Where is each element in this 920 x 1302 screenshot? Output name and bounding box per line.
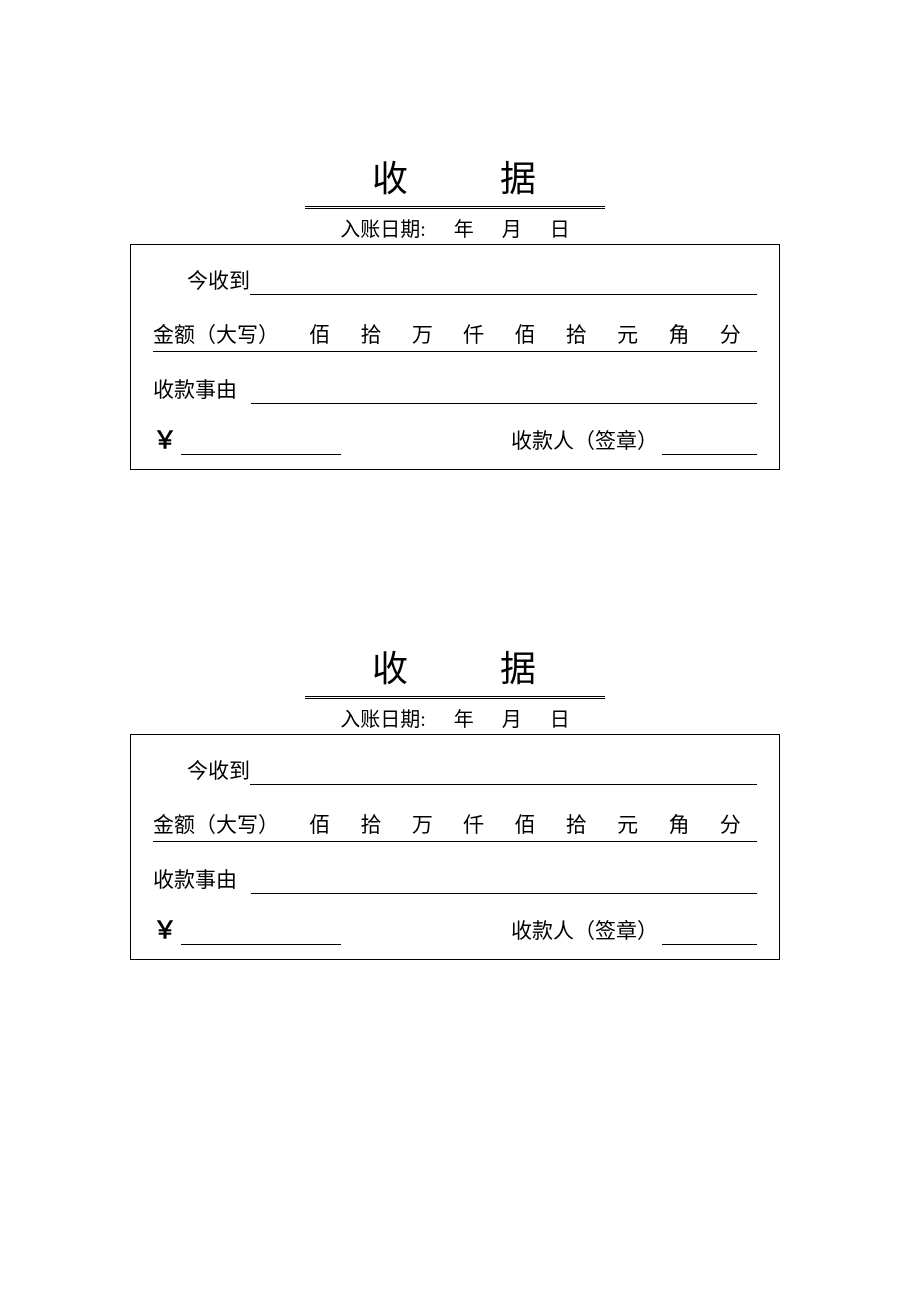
day-label: 日 bbox=[550, 709, 570, 731]
received-from-row: 今收到 bbox=[153, 755, 757, 785]
title-char-2: 据 bbox=[500, 159, 538, 199]
amount-payee-row: ￥ 收款人（签章） bbox=[153, 420, 757, 455]
unit-bai2: 佰 bbox=[500, 809, 551, 839]
receipt-box: 今收到 金额（大写） 佰 拾 万 仟 佰 拾 元 角 分 收款事由 ￥ bbox=[130, 244, 780, 470]
amount-units: 佰 拾 万 仟 佰 拾 元 角 分 bbox=[295, 319, 757, 349]
unit-shi2: 拾 bbox=[552, 809, 603, 839]
receipt-form-2: 收据 入账日期:年月日 今收到 金额（大写） 佰 拾 万 仟 佰 拾 元 角 分… bbox=[130, 640, 780, 960]
title-char-2: 据 bbox=[500, 649, 538, 689]
unit-shi1: 拾 bbox=[346, 319, 397, 349]
entry-date-label: 入账日期: bbox=[340, 219, 426, 241]
amount-words-row: 金额（大写） 佰 拾 万 仟 佰 拾 元 角 分 bbox=[153, 809, 757, 842]
currency-icon: ￥ bbox=[153, 420, 177, 455]
amount-numeric-field[interactable] bbox=[181, 923, 341, 945]
reason-label: 收款事由 bbox=[153, 374, 237, 404]
entry-date-row: 入账日期: 年 月 日 bbox=[305, 213, 605, 242]
currency-icon: ￥ bbox=[153, 910, 177, 945]
payee-signature-field[interactable] bbox=[662, 433, 757, 455]
unit-jiao: 角 bbox=[654, 809, 705, 839]
amount-words-label: 金额（大写） bbox=[153, 809, 279, 839]
receipt-box: 今收到 金额（大写） 佰 拾 万 仟 佰 拾 元 角 分 收款事由 ￥ bbox=[130, 734, 780, 960]
payee-label: 收款人（签章） bbox=[511, 425, 658, 455]
title-char-1: 收 bbox=[372, 159, 410, 199]
reason-field[interactable] bbox=[251, 382, 757, 404]
unit-fen: 分 bbox=[706, 809, 757, 839]
amount-words-row: 金额（大写） 佰 拾 万 仟 佰 拾 元 角 分 bbox=[153, 319, 757, 352]
unit-yuan: 元 bbox=[603, 319, 654, 349]
unit-jiao: 角 bbox=[654, 319, 705, 349]
reason-field[interactable] bbox=[251, 872, 757, 894]
received-from-label: 今收到 bbox=[187, 755, 250, 785]
unit-fen: 分 bbox=[706, 319, 757, 349]
unit-qian: 仟 bbox=[449, 809, 500, 839]
unit-shi1: 拾 bbox=[346, 809, 397, 839]
month-label: 月 bbox=[502, 709, 522, 731]
received-from-row: 今收到 bbox=[153, 265, 757, 295]
amount-payee-row: ￥ 收款人（签章） bbox=[153, 910, 757, 945]
received-from-field[interactable] bbox=[250, 273, 757, 295]
reason-row: 收款事由 bbox=[153, 864, 757, 894]
unit-wan: 万 bbox=[398, 809, 449, 839]
payee-signature-field[interactable] bbox=[662, 923, 757, 945]
unit-bai1: 佰 bbox=[295, 809, 346, 839]
unit-bai2: 佰 bbox=[500, 319, 551, 349]
day-label: 日 bbox=[550, 219, 570, 241]
received-from-label: 今收到 bbox=[187, 265, 250, 295]
reason-row: 收款事由 bbox=[153, 374, 757, 404]
unit-bai1: 佰 bbox=[295, 319, 346, 349]
year-label: 年 bbox=[454, 709, 474, 731]
receipt-title: 收据 bbox=[305, 640, 605, 699]
unit-qian: 仟 bbox=[449, 319, 500, 349]
unit-shi2: 拾 bbox=[552, 319, 603, 349]
year-label: 年 bbox=[454, 219, 474, 241]
title-char-1: 收 bbox=[372, 649, 410, 689]
receipt-title: 收据 bbox=[305, 150, 605, 209]
amount-numeric-field[interactable] bbox=[181, 433, 341, 455]
entry-date-label: 入账日期: bbox=[340, 709, 426, 731]
amount-units: 佰 拾 万 仟 佰 拾 元 角 分 bbox=[295, 809, 757, 839]
entry-date-row: 入账日期: 年 月 日 bbox=[305, 703, 605, 732]
reason-label: 收款事由 bbox=[153, 864, 237, 894]
payee-label: 收款人（签章） bbox=[511, 915, 658, 945]
receipt-form-1: 收据 入账日期:年月日 今收到 金额（大写） 佰 拾 万 仟 佰 拾 元 角 分… bbox=[130, 150, 780, 470]
unit-wan: 万 bbox=[398, 319, 449, 349]
unit-yuan: 元 bbox=[603, 809, 654, 839]
received-from-field[interactable] bbox=[250, 763, 757, 785]
amount-words-label: 金额（大写） bbox=[153, 319, 279, 349]
month-label: 月 bbox=[502, 219, 522, 241]
